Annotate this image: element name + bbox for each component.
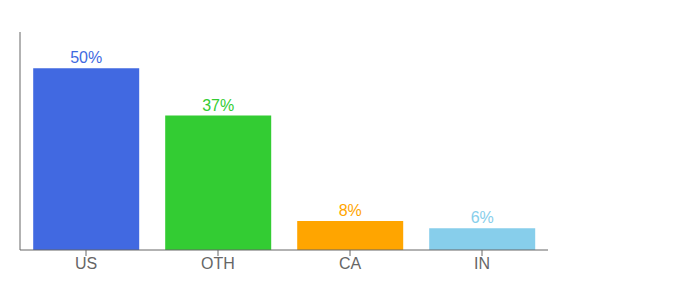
svg-text:US: US — [75, 255, 97, 272]
svg-text:50%: 50% — [70, 49, 102, 66]
svg-text:IN: IN — [474, 255, 490, 272]
svg-text:37%: 37% — [202, 97, 234, 114]
svg-text:8%: 8% — [339, 202, 362, 219]
svg-text:6%: 6% — [471, 209, 494, 226]
svg-text:OTH: OTH — [201, 255, 235, 272]
svg-text:CA: CA — [339, 255, 362, 272]
